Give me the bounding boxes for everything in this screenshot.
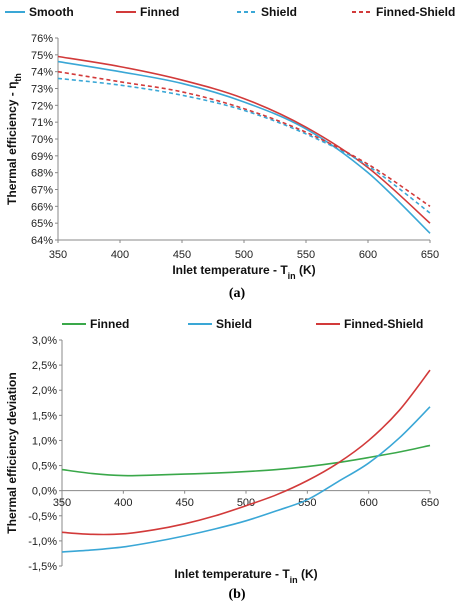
x-tick-label: 350 xyxy=(53,497,71,509)
x-tick-label: 500 xyxy=(235,249,253,261)
y-tick-label: 71% xyxy=(31,117,53,129)
chart-b: -1,5% -1,0% -0,5% 0,0% 0,5% 1,0% 1,5% 2,0% 2,5% 3… xyxy=(5,317,439,602)
x-tick-label: 650 xyxy=(421,497,439,509)
y-tick-label: 70% xyxy=(31,134,53,146)
y-tick-label: 1,5% xyxy=(32,410,57,422)
y-tick-label: 66% xyxy=(31,201,53,213)
x-tick-label: 400 xyxy=(114,497,132,509)
y-tick-label: 1,0% xyxy=(32,435,57,447)
y-tick-label: 0,5% xyxy=(32,461,57,473)
y-tick-label: 0,0% xyxy=(32,486,57,498)
x-tick-label: 450 xyxy=(175,497,193,509)
figure-caption: (b) xyxy=(228,587,245,602)
legend-label: Finned xyxy=(140,5,179,19)
x-tick-label: 350 xyxy=(49,249,67,261)
y-axis-title: Thermal efficiency - ηth xyxy=(5,73,23,205)
y-tick-label: 76% xyxy=(31,33,53,45)
y-tick-label: 64% xyxy=(31,235,53,247)
chart-a: 64% 65% 66% 67% 68% 69% 70% 71% 72% 73% 74% 75% 76% 3… xyxy=(5,5,455,301)
x-tick-label: 550 xyxy=(297,249,315,261)
y-tick-label: 68% xyxy=(31,168,53,180)
y-tick-label: 72% xyxy=(31,100,53,112)
y-tick-label: 69% xyxy=(31,151,53,163)
y-tick-label: 74% xyxy=(31,67,53,79)
x-tick-label: 450 xyxy=(173,249,191,261)
legend-label: Shield xyxy=(216,317,252,331)
y-tick-label: 2,5% xyxy=(32,360,57,372)
y-tick-label: 65% xyxy=(31,218,53,230)
y-tick-label: 73% xyxy=(31,84,53,96)
y-tick-label: 2,0% xyxy=(32,385,57,397)
legend-label: Finned-Shield xyxy=(344,317,423,331)
x-tick-label: 500 xyxy=(237,497,255,509)
y-tick-label: 75% xyxy=(31,50,53,62)
y-tick-label: -0,5% xyxy=(28,511,57,523)
y-tick-label: 67% xyxy=(31,185,53,197)
series-line-finned-shield xyxy=(57,70,431,207)
y-tick-label: -1,0% xyxy=(28,536,57,548)
figure-caption: (a) xyxy=(229,286,246,301)
y-tick-label: 3,0% xyxy=(32,335,57,347)
legend-label: Shield xyxy=(261,5,297,19)
x-tick-label: 650 xyxy=(421,249,439,261)
series-line-finned xyxy=(61,444,431,477)
x-tick-label: 600 xyxy=(359,249,377,261)
series-line-smooth xyxy=(57,60,431,234)
x-tick-label: 550 xyxy=(298,497,316,509)
y-axis-title: Thermal efficiency deviation xyxy=(5,372,19,533)
x-axis-title: Inlet temperature - Tin (K) xyxy=(174,567,317,585)
legend-label: Finned-Shield xyxy=(376,5,455,19)
legend-label: Smooth xyxy=(29,5,74,19)
series-line-shield xyxy=(57,77,431,214)
series-line-shield xyxy=(61,406,431,553)
x-tick-label: 600 xyxy=(359,497,377,509)
y-tick-label: -1,5% xyxy=(28,561,57,573)
legend-label: Finned xyxy=(90,317,129,331)
x-tick-label: 400 xyxy=(111,249,129,261)
x-axis-title: Inlet temperature - Tin (K) xyxy=(172,263,315,281)
series-line-finned xyxy=(57,55,431,224)
series-line-finned-shield xyxy=(61,369,431,536)
